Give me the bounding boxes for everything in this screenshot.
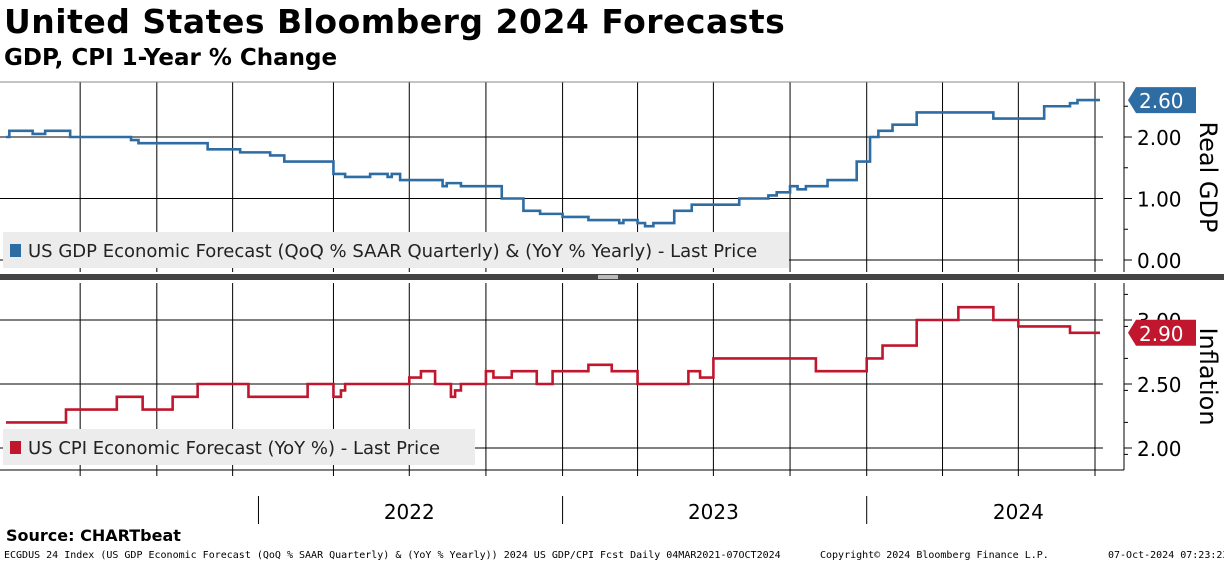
gdp-legend-box (3, 232, 789, 268)
cpi-series-line (6, 305, 1100, 424)
footer-index-description: ECGDUS 24 Index (US GDP Economic Forecas… (4, 550, 781, 561)
legend-layer: US GDP Economic Forecast (QoQ % SAAR Qua… (3, 232, 789, 465)
cpi-legend-box (3, 429, 475, 465)
gdp-legend-label: US GDP Economic Forecast (QoQ % SAAR Qua… (28, 241, 757, 262)
gdp-legend-swatch (10, 244, 21, 257)
x-year-label: 2024 (993, 500, 1044, 524)
chart-title: United States Bloomberg 2024 Forecasts (4, 2, 786, 41)
cpi-legend-swatch (10, 441, 21, 454)
footer-copyright: Copyright© 2024 Bloomberg Finance L.P. (820, 550, 1049, 561)
y-tick-label: 2.00 (1137, 126, 1182, 150)
y-tick-label: 0.00 (1137, 249, 1182, 273)
gdp-series-line (6, 98, 1100, 228)
y-tick-label: 2.00 (1137, 437, 1182, 461)
chart-canvas: US GDP Economic Forecast (QoQ % SAAR Qua… (0, 81, 1224, 524)
cpi-legend-label: US CPI Economic Forecast (YoY %) - Last … (28, 438, 440, 459)
grid-layer (0, 81, 1224, 470)
y-tick-label: 2.50 (1137, 373, 1182, 397)
cpi-last-value-label: 2.90 (1139, 322, 1184, 346)
series-layer (6, 98, 1100, 424)
footer-timestamp: 07-Oct-2024 07:23:23 (1108, 550, 1224, 561)
chart-subtitle: GDP, CPI 1-Year % Change (4, 45, 338, 71)
y-tick-label: 1.00 (1137, 188, 1182, 212)
x-year-label: 2022 (384, 500, 435, 524)
gdp-last-value-label: 2.60 (1139, 89, 1184, 113)
cpi-last-value-tag (1128, 319, 1196, 346)
source-note: Source: CHARTbeat (6, 526, 181, 545)
x-year-label: 2023 (688, 500, 739, 524)
y-axis-title: Inflation (1194, 327, 1222, 425)
y-axis-title: Real GDP (1194, 122, 1222, 233)
panel-separator-handle (598, 275, 618, 279)
gdp-last-value-tag (1128, 87, 1196, 114)
